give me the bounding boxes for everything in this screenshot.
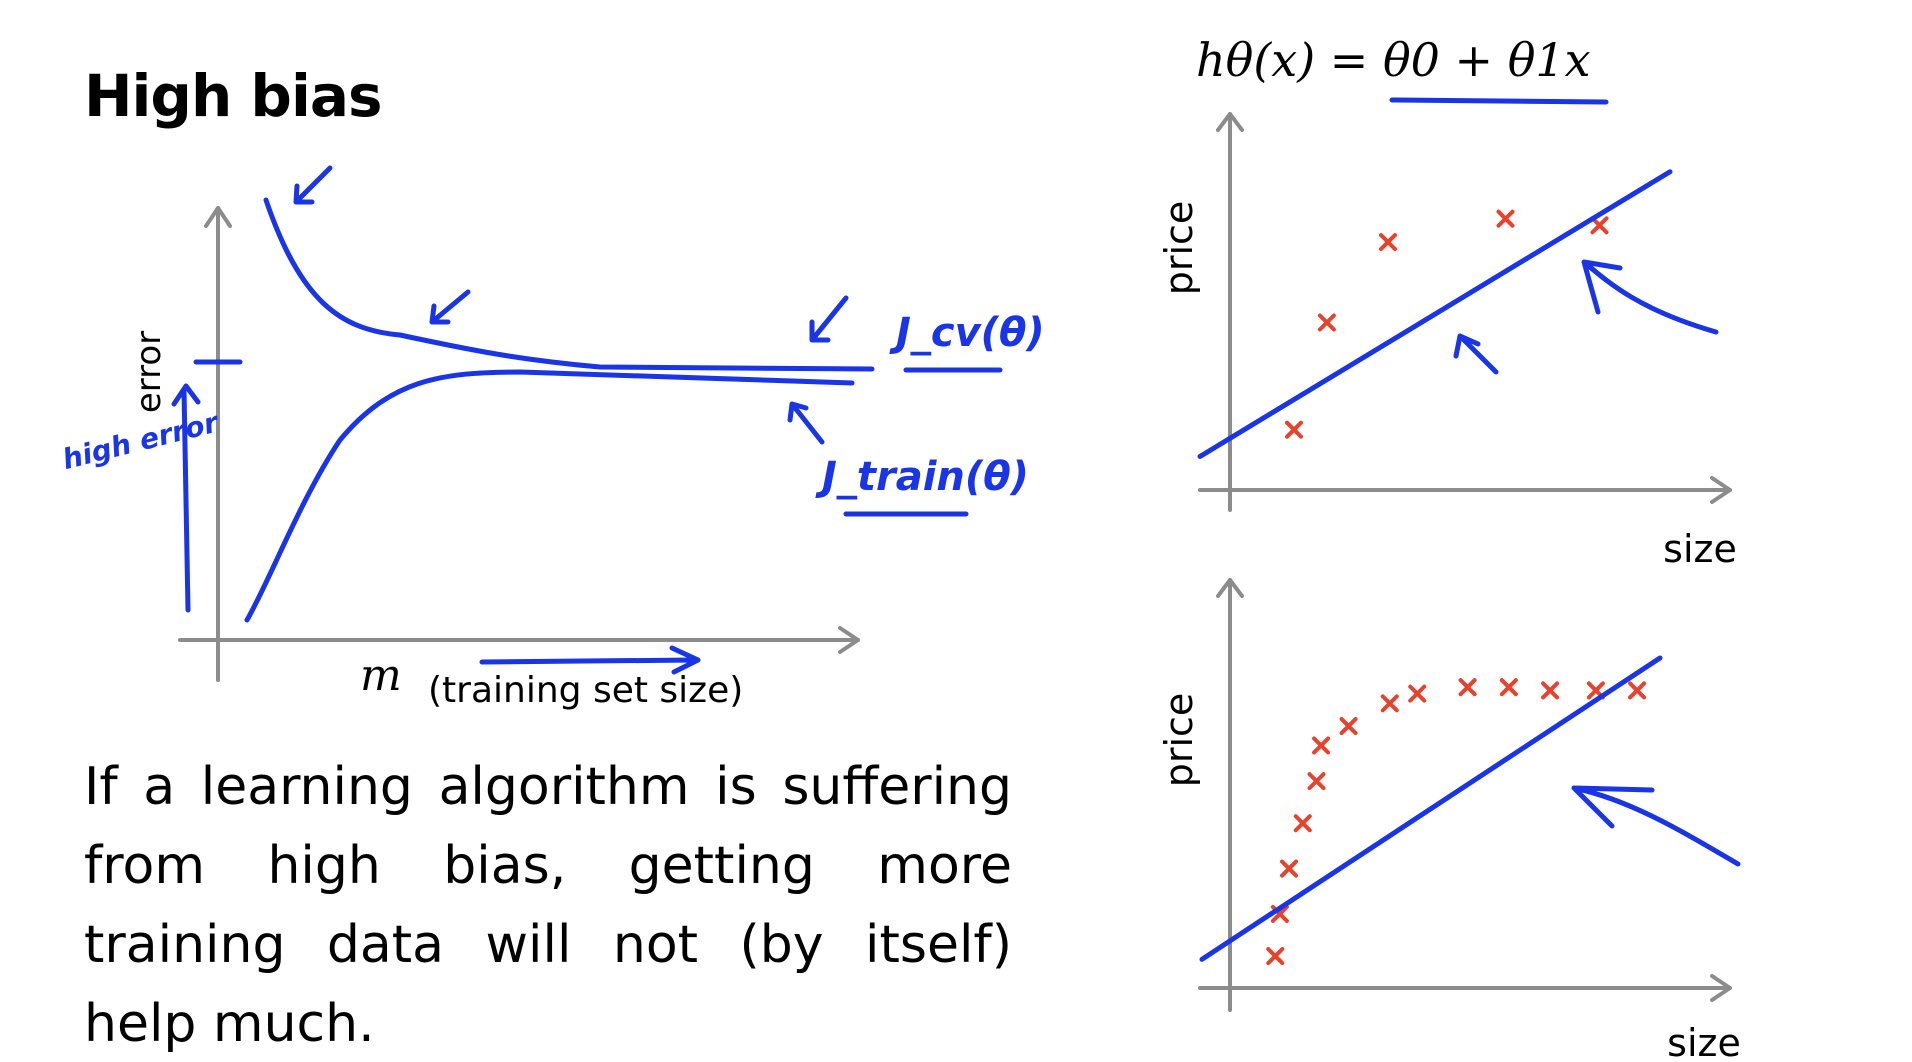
data-point-cross xyxy=(1339,717,1358,736)
top-x-arrowhead xyxy=(1710,476,1732,504)
arrow-icon xyxy=(293,165,333,205)
lc-y-label: error xyxy=(129,331,169,413)
data-point-cross xyxy=(1307,772,1326,791)
learning-curve-chart: error m (training set size) high error J… xyxy=(59,165,1045,711)
data-point-cross xyxy=(1317,313,1336,332)
lc-x-label-suffix: (training set size) xyxy=(428,670,743,711)
bottom-y-arrowhead xyxy=(1216,578,1244,598)
jcv-curve xyxy=(263,197,875,372)
arrow-icon xyxy=(1453,333,1499,375)
data-point-cross xyxy=(1458,678,1477,697)
body-text: If a learning algorithm is suffering fro… xyxy=(84,757,1012,1054)
data-point-cross xyxy=(1285,420,1303,439)
data-point-cross xyxy=(1266,947,1285,966)
top-y-label: price xyxy=(1157,201,1201,296)
high-error-annotation: high error xyxy=(59,405,223,476)
data-point-cross xyxy=(1312,736,1331,755)
bottom-y-label: price xyxy=(1157,693,1201,788)
hypothesis-formula: hθ(x) = θ0 + θ1x xyxy=(1196,33,1591,87)
jtrain-label: J_train(θ) xyxy=(815,454,1029,500)
arrow-icon xyxy=(429,289,471,325)
data-point-cross xyxy=(1541,681,1560,700)
jtrain-curve xyxy=(244,369,855,623)
data-point-cross xyxy=(1293,814,1312,833)
bottom-points-group xyxy=(1266,678,1647,966)
data-point-cross xyxy=(1499,678,1518,697)
bottom-x-arrowhead xyxy=(1710,974,1732,1002)
top-points-group xyxy=(1285,209,1609,439)
lc-y-arrowhead xyxy=(204,206,232,228)
formula-underline xyxy=(1389,97,1609,105)
bottom-scatter-chart: price size xyxy=(1157,578,1741,1062)
data-point-cross xyxy=(1379,233,1397,252)
more-data-arrow xyxy=(479,645,701,675)
slide-title: High bias xyxy=(84,62,382,130)
top-y-arrowhead xyxy=(1216,112,1244,132)
arrow-icon xyxy=(1571,785,1741,867)
data-point-cross xyxy=(1408,684,1427,703)
bottom-x-label: size xyxy=(1667,1021,1741,1062)
arrow-icon xyxy=(787,401,825,445)
data-point-cross xyxy=(1590,216,1609,235)
bottom-fit-line xyxy=(1199,655,1663,962)
lc-x-arrowhead xyxy=(838,626,860,654)
data-point-cross xyxy=(1380,694,1399,713)
lc-x-label-m: m xyxy=(360,650,402,701)
arrow-icon xyxy=(1581,259,1719,335)
data-point-cross xyxy=(1628,681,1647,700)
top-scatter-chart: hθ(x) = θ0 + θ1x price size xyxy=(1157,33,1737,571)
data-point-cross xyxy=(1280,859,1299,878)
jcv-label: J_cv(θ) xyxy=(889,310,1045,356)
data-point-cross xyxy=(1496,209,1515,228)
arrow-icon xyxy=(809,295,849,343)
top-x-label: size xyxy=(1663,527,1737,571)
high-error-arrow xyxy=(171,383,201,613)
top-fit-line xyxy=(1197,169,1673,459)
